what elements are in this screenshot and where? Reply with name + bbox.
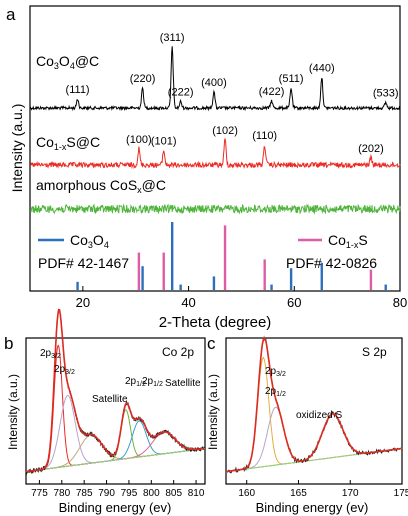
series-line	[29, 203, 401, 215]
panel-b-title: Co 2p	[162, 345, 194, 359]
legend-pdf-co3o4: PDF# 42-1467	[38, 255, 129, 271]
panel-c-letter: c	[207, 334, 216, 353]
peak-label-b-satellite-2: Satellite	[165, 378, 201, 389]
peak-label: (111)	[66, 84, 90, 96]
peak-label: (202)	[358, 143, 384, 155]
peak-label: (110)	[252, 130, 277, 142]
peak-label-c-2p3-2: 2p3/2	[265, 366, 286, 378]
x-tick-label: 780	[53, 488, 70, 499]
x-tick-label: 170	[342, 488, 359, 499]
legend-label-co3o4: Co3O4	[70, 232, 109, 250]
peak-label: (222)	[168, 87, 194, 99]
series-line	[29, 46, 400, 112]
series-label-amorphous-cosx-c: amorphous CoSx@C	[36, 177, 166, 195]
peak-label: (102)	[212, 125, 238, 137]
peak-label-c-2p1-2: 2p1/2	[265, 386, 286, 398]
panel-c-x-axis: 160 165 170 175	[238, 480, 408, 499]
panel-c-frame	[225, 337, 403, 485]
panel-b-frame	[25, 337, 206, 485]
panel-b-x-axis: 775 780 785 790 795 800 805 810	[31, 480, 205, 499]
series-label-co3o4-c: Co3O4@C	[36, 53, 99, 71]
x-tick-label: 20	[76, 295, 90, 310]
peak-label-b-satellite-1: Satellite	[92, 394, 128, 405]
panel-c-title: S 2p	[362, 345, 387, 359]
peak-label: (400)	[201, 77, 227, 89]
x-tick-label: 160	[238, 488, 255, 499]
panel-a-xlabel: 2-Theta (degree)	[159, 314, 272, 331]
panel-b-fit	[25, 308, 206, 476]
envelope-line	[25, 308, 205, 473]
panel-b-ylabel: Intensity (a.u.)	[6, 374, 20, 450]
panel-a-x-axis: 20 40 60 80	[76, 286, 407, 310]
peak-label-c-oxidized-s: oxidized S	[296, 410, 342, 421]
panel-a-frame	[29, 5, 401, 292]
panel-a-traces	[29, 46, 401, 215]
panel-b-letter: b	[4, 334, 13, 353]
x-tick-label: 80	[393, 295, 407, 310]
legend-label-co1-xs: Co1-xS	[328, 232, 368, 250]
panel-a-reference-lines	[76, 222, 387, 290]
x-tick-label: 165	[290, 488, 307, 499]
panel-c: c Intensity (a.u.) Binding energy (ev) S…	[206, 334, 408, 515]
envelope-line	[225, 337, 402, 473]
x-tick-label: 785	[76, 488, 93, 499]
panel-a: a Intensity (a.u.) 2-Theta (degree) 20 40…	[6, 5, 407, 331]
background-line	[25, 447, 206, 473]
panel-a-peak-labels: (111) (220) (311) (222) (400) (422)(511) (440)…	[66, 32, 399, 155]
x-tick-label: 795	[121, 488, 138, 499]
peak-label-b-2p3-2-b: 2p3/2	[54, 364, 75, 376]
panel-c-xlabel: Binding energy (ev)	[256, 500, 369, 515]
panel-a-letter: a	[6, 5, 16, 24]
x-tick-label: 175	[394, 488, 408, 499]
peak-label: (533)	[373, 88, 399, 100]
series-line	[29, 138, 401, 170]
x-tick-label: 800	[143, 488, 160, 499]
fit-component	[225, 413, 403, 473]
peak-label: (440)	[309, 62, 335, 74]
fit-component	[25, 420, 205, 473]
x-tick-label: 40	[181, 295, 195, 310]
x-tick-label: 60	[287, 295, 301, 310]
panel-c-fit	[225, 335, 403, 474]
x-tick-label: 810	[188, 488, 205, 499]
peak-label: (311)	[160, 32, 185, 44]
x-tick-label: 790	[98, 488, 115, 499]
panel-c-ylabel: Intensity (a.u.)	[206, 374, 220, 450]
peak-label: (511)	[279, 73, 304, 85]
peak-label-b-2p1-2-b: 2p1/2	[142, 376, 163, 388]
panel-b: b Intensity (a.u.) Binding energy (ev) C…	[4, 308, 206, 515]
x-tick-label: 775	[31, 488, 48, 499]
series-label-co1-xs-c: Co1-xS@C	[36, 134, 100, 152]
peak-label: (101)	[151, 136, 177, 148]
peak-label-b-2p3-2-a: 2p3/2	[40, 348, 61, 360]
peak-label: (100)	[126, 134, 152, 146]
peak-label: (422)	[259, 86, 285, 98]
legend-pdf-co1-xs: PDF# 42-0826	[286, 255, 377, 271]
x-tick-label: 805	[165, 488, 182, 499]
peak-label: (220)	[130, 73, 156, 85]
panel-a-ylabel: Intensity (a.u.)	[9, 104, 25, 193]
panel-b-xlabel: Binding energy (ev)	[59, 500, 172, 515]
